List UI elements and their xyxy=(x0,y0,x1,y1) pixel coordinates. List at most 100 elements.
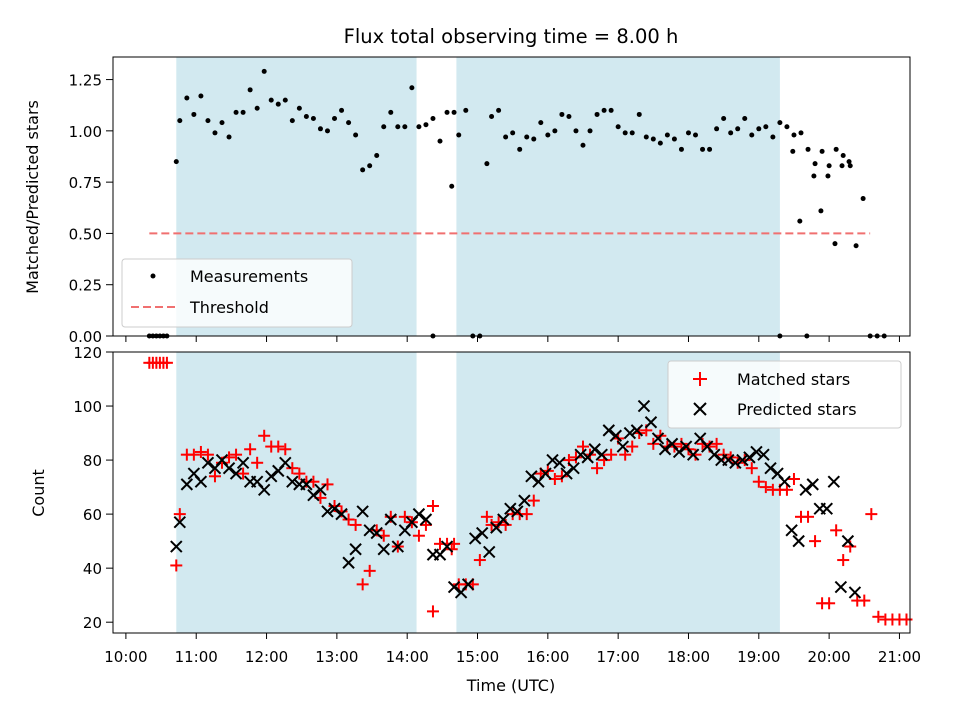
matched-point-90 xyxy=(731,456,744,469)
top-ytick-label-2: 0.50 xyxy=(69,225,102,243)
predicted-point-80 xyxy=(722,453,735,467)
measurement-point-89 xyxy=(728,130,734,136)
measurement-point-35 xyxy=(367,163,373,169)
top-axes-frame xyxy=(112,56,911,337)
top-shaded-region-2 xyxy=(456,57,780,336)
measurement-point-33 xyxy=(353,132,359,138)
predicted-point-52 xyxy=(525,470,538,483)
measurement-point-29 xyxy=(324,128,330,134)
measurement-point-14 xyxy=(219,120,225,126)
predicted-point-95 xyxy=(827,475,841,488)
legend-measurements-marker xyxy=(150,273,156,279)
predicted-point-41 xyxy=(447,580,461,594)
measurement-point-38 xyxy=(388,109,394,115)
measurement-point-54 xyxy=(484,161,490,167)
top-ytick-label-1: 0.25 xyxy=(69,277,102,295)
measurement-point-18 xyxy=(247,87,253,93)
measurement-point-26 xyxy=(303,113,309,119)
measurement-point-66 xyxy=(566,113,572,119)
measurement-point-102 xyxy=(819,148,825,154)
measurement-point-11 xyxy=(198,93,204,99)
matched-point-18 xyxy=(244,443,257,456)
predicted-point-36 xyxy=(412,507,426,521)
measurement-point-28 xyxy=(317,126,323,132)
predicted-point-62 xyxy=(595,448,608,461)
measurement-point-101 xyxy=(812,161,818,167)
predicted-point-21 xyxy=(307,488,320,502)
matched-point-61 xyxy=(527,494,540,507)
measurement-point-112 xyxy=(818,208,824,214)
measurement-point-27 xyxy=(310,116,316,122)
matched-point-108 xyxy=(858,594,871,607)
measurement-point-32 xyxy=(346,120,352,126)
measurement-point-116 xyxy=(846,159,852,165)
measurement-point-22 xyxy=(275,101,281,107)
matched-point-92 xyxy=(745,462,758,475)
measurement-point-103 xyxy=(826,163,832,169)
predicted-point-31 xyxy=(377,543,390,556)
measurement-point-10 xyxy=(191,111,197,117)
measurement-point-105 xyxy=(840,152,846,158)
matched-point-65 xyxy=(555,470,568,483)
matched-point-11 xyxy=(194,445,207,458)
predicted-point-90 xyxy=(792,534,805,548)
matched-point-40 xyxy=(398,510,411,523)
predicted-point-32 xyxy=(384,513,397,526)
measurement-point-7 xyxy=(173,159,179,165)
matched-point-33 xyxy=(349,518,362,531)
predicted-point-83 xyxy=(743,451,756,464)
measurement-point-86 xyxy=(707,146,713,152)
predicted-point-17 xyxy=(279,456,292,469)
bottom-xtick-label-11: 21:00 xyxy=(878,648,921,666)
measurement-point-72 xyxy=(608,107,614,113)
top-legend: Measurements Threshold xyxy=(121,258,353,328)
bottom-xtick-label-9: 19:00 xyxy=(737,648,780,666)
matched-point-60 xyxy=(520,508,533,521)
predicted-point-71 xyxy=(658,443,672,456)
measurement-point-93 xyxy=(756,126,762,132)
measurement-point-8 xyxy=(177,118,183,124)
predicted-point-68 xyxy=(637,399,651,413)
measurement-point-98 xyxy=(791,132,797,138)
matched-point-16 xyxy=(230,448,243,461)
measurement-point-71 xyxy=(601,107,607,113)
measurement-point-46 xyxy=(444,109,450,115)
predicted-point-30 xyxy=(370,526,383,540)
predicted-point-22 xyxy=(314,483,327,497)
measurement-point-23 xyxy=(282,97,288,103)
predicted-point-1 xyxy=(170,540,183,553)
predicted-point-37 xyxy=(419,513,433,526)
matched-point-44 xyxy=(426,500,439,513)
measurement-point-60 xyxy=(524,134,530,140)
measurement-point-83 xyxy=(685,130,691,136)
bottom-xtick-label-2: 12:00 xyxy=(245,648,288,666)
bottom-ytick-label-1: 40 xyxy=(83,560,102,578)
predicted-point-5 xyxy=(194,475,208,488)
bottom-xtick-label-8: 18:00 xyxy=(667,648,710,666)
matched-point-49 xyxy=(445,543,458,556)
matched-point-17 xyxy=(237,467,250,480)
predicted-point-2 xyxy=(173,516,187,529)
measurement-point-70 xyxy=(594,111,600,117)
matched-point-54 xyxy=(480,510,493,523)
predicted-point-75 xyxy=(686,448,700,461)
matched-point-110 xyxy=(872,610,885,623)
matched-point-91 xyxy=(738,454,751,467)
predicted-point-28 xyxy=(356,505,369,518)
predicted-point-64 xyxy=(609,429,623,442)
measurement-point-74 xyxy=(622,130,628,136)
predicted-point-11 xyxy=(236,456,250,469)
measurement-point-67 xyxy=(573,128,579,134)
measurement-point-62 xyxy=(538,120,544,126)
measurement-point-50 xyxy=(456,132,462,138)
measurement-point-96 xyxy=(777,120,783,126)
predicted-point-50 xyxy=(511,505,524,518)
top-ytick-label-4: 1.00 xyxy=(69,123,102,141)
measurement-point-65 xyxy=(559,111,565,117)
predicted-point-43 xyxy=(461,578,475,591)
measurement-point-37 xyxy=(381,124,387,130)
predicted-point-59 xyxy=(574,448,587,461)
measurement-point-91 xyxy=(742,116,748,122)
matched-point-42 xyxy=(412,529,425,542)
